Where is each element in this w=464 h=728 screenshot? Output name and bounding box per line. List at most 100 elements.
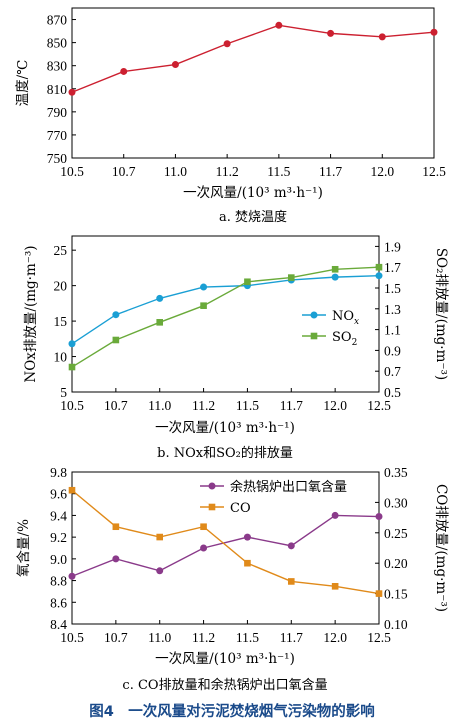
legend-label: CO [230,501,251,516]
data-point [68,363,76,371]
legend: NOx SO2 [302,309,359,348]
data-point [287,274,295,281]
y-tick-label-right: 0.30 [384,495,408,510]
data-point [244,278,251,286]
y-tick-label: 15 [54,314,68,329]
y-tick-label-right: 0.10 [384,617,408,632]
y-axis-label: 温度/℃ [15,60,31,107]
legend-label: SO2 [332,330,357,348]
x-tick-label: 11.0 [148,630,171,645]
y-tick-label: 810 [47,82,68,97]
x-tick-label: 11.2 [192,398,215,413]
y-tick-label: 9.0 [50,552,67,567]
data-point [156,567,164,575]
panel-caption: c. CO排放量和余热锅炉出口氧含量 [122,677,327,693]
x-tick-label: 10.7 [104,630,128,645]
data-point [112,311,120,319]
y-tick-label-right: 1.1 [384,323,401,338]
x-tick-label: 12.0 [370,164,394,179]
panel-caption: a. 焚烧温度 [219,209,287,225]
x-tick-label: 12.0 [323,630,347,645]
data-point [112,523,120,531]
data-point [287,542,295,550]
x-tick-label: 11.0 [148,398,171,413]
y-tick-label: 25 [54,243,68,258]
data-point [171,61,179,69]
y-tick-label: 830 [47,59,68,74]
plot-frame [71,7,435,159]
series-line-CO [71,489,380,595]
x-tick-label: 11.2 [192,630,215,645]
y-tick-label-right: 1.3 [384,302,401,317]
data-point [200,302,207,309]
series-line-temperature [71,24,435,93]
y-tick-label-right: 1.7 [384,260,401,275]
series-line-SO₂ [71,266,380,368]
y-tick-label: 8.8 [50,574,67,589]
legend-marker [208,503,216,511]
data-point [243,533,251,541]
data-point [327,29,335,37]
x-tick-label: 11.7 [280,630,303,645]
y-tick-label-right: 0.15 [384,587,408,602]
y-tick-label-right: 0.35 [384,465,408,480]
data-point [331,265,339,273]
x-axis-label: 一次风量/(10³ m³·h⁻¹) [183,185,323,201]
data-point [375,272,383,280]
series-line-NOx [71,275,380,345]
data-point [378,33,386,41]
data-point [156,294,164,302]
data-point [430,28,438,36]
data-point [68,486,76,494]
legend-marker [208,482,216,490]
x-tick-label: 10.5 [60,398,84,413]
data-point [244,559,251,567]
legend-label: NOx [332,309,359,327]
data-point [275,21,283,29]
y-tick-label: 10 [54,350,68,365]
data-point [375,513,383,521]
x-tick-label: 12.5 [367,630,391,645]
figure-title: 图4 一次风量对污泥焚烧烟气污染物的影响 [89,702,375,720]
x-tick-label: 11.5 [267,164,290,179]
x-tick-label: 11.2 [216,164,239,179]
plot-frame [71,235,380,393]
x-tick-label: 10.7 [112,164,136,179]
data-point [112,336,120,344]
x-tick-label: 10.5 [60,630,84,645]
x-tick-label: 10.5 [60,164,84,179]
y-tick-label: 770 [47,128,68,143]
y-tick-label: 870 [47,13,68,28]
y-tick-label: 790 [47,105,68,120]
x-tick-label: 11.5 [236,630,259,645]
y-tick-label: 20 [54,279,68,294]
y-tick-label-right: 1.9 [384,239,401,254]
y-tick-label-right: 0.9 [384,343,401,358]
y-tick-label: 9.8 [50,465,67,480]
data-point [156,533,164,541]
data-point [223,40,231,48]
data-point [68,88,76,96]
x-tick-label: 11.5 [236,398,259,413]
y-tick-label: 9.6 [50,487,67,502]
series-line-余热锅炉出口氧含量 [71,514,380,577]
data-point [331,273,339,281]
y-tick-label-right: 0.25 [384,526,408,541]
x-tick-label: 12.5 [422,164,446,179]
y-axis-label-right: CO排放量/(mg·m⁻³) [433,484,449,612]
legend-marker [310,332,318,340]
chart-panel-a: 750 770 790 810 830 850 870 10.5 10.7 11.0 11.2 11… [15,7,446,225]
data-point [112,555,120,563]
data-point [287,578,295,585]
y-tick-label: 8.6 [50,595,67,610]
data-point [200,523,207,531]
data-point [156,319,164,326]
chart-panel-b: 5 10 15 20 25 0.5 0.7 0.9 1.1 1.3 1.5 1.7 1.9 10.5 1… [23,235,449,461]
data-point [331,583,339,590]
data-point [68,572,76,580]
panel-caption: b. NOx和SO₂的排放量 [157,445,293,461]
data-point [331,511,339,519]
legend-marker [310,311,318,319]
y-axis-label: NOx排放量/(mg·m⁻³) [23,245,39,382]
y-tick-label-right: 1.5 [384,281,401,296]
